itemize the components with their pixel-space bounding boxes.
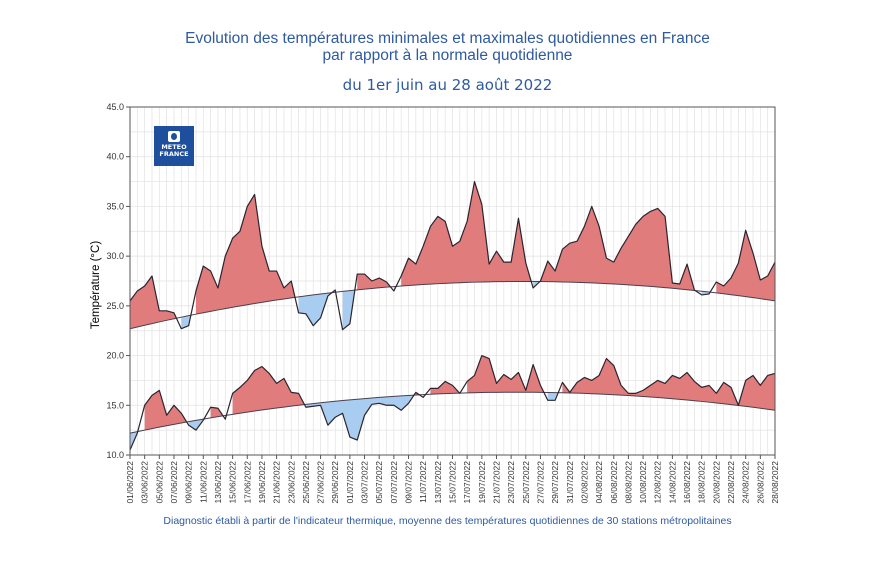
normal-max-line: [129, 280, 776, 330]
x-tick-label: 29/06/2022: [330, 461, 340, 504]
anomaly-area-above-normal: [540, 206, 696, 291]
x-tick-label: 23/06/2022: [286, 461, 296, 504]
meteo-france-emblem-icon: [168, 131, 180, 142]
x-tick-label: 29/07/2022: [550, 461, 560, 504]
x-tick-label: 09/07/2022: [404, 461, 414, 504]
anomaly-area-above-normal: [195, 194, 296, 315]
x-tick-label: 01/07/2022: [345, 461, 355, 504]
x-tick-label: 10/08/2022: [638, 461, 648, 504]
x-tick-label: 23/07/2022: [506, 461, 516, 504]
x-tick-label: 09/06/2022: [184, 461, 194, 504]
y-tick-label: 40.0: [106, 152, 124, 162]
x-tick-label: 19/06/2022: [257, 461, 267, 504]
anomaly-area-above-normal: [130, 276, 177, 329]
chart-title: Evolution des températures minimales et …: [0, 30, 895, 64]
x-tick-label: 11/06/2022: [198, 461, 208, 503]
anomaly-area-below-normal: [305, 395, 414, 441]
anomaly-area-above-normal: [144, 390, 187, 431]
logo-text-line-1: METEO: [161, 143, 187, 151]
x-tick-label: 21/07/2022: [491, 461, 501, 504]
x-tick-label: 14/08/2022: [667, 461, 677, 504]
x-tick-label: 18/08/2022: [697, 461, 707, 504]
y-tick-label: 20.0: [106, 351, 124, 361]
x-tick-label: 04/08/2022: [594, 461, 604, 504]
anomaly-area-below-normal: [298, 292, 332, 326]
x-tick-label: 25/06/2022: [301, 461, 311, 504]
x-tick-label: 27/06/2022: [316, 461, 326, 504]
anomaly-area-below-normal: [342, 290, 355, 330]
x-tick-label: 11/07/2022: [418, 461, 428, 503]
anomaly-area-above-normal: [357, 274, 391, 290]
y-tick-label: 35.0: [106, 201, 124, 211]
anomaly-area-above-normal: [401, 181, 532, 287]
x-tick-label: 19/07/2022: [477, 461, 487, 504]
x-tick-label: 16/08/2022: [682, 461, 692, 504]
chart-footnote: Diagnostic établi à partir de l'indicate…: [163, 515, 732, 527]
x-tick-label: 08/08/2022: [623, 461, 633, 504]
y-axis-label: Température (°C): [90, 241, 102, 329]
x-tick-label: 13/07/2022: [433, 461, 443, 504]
y-tick-label: 10.0: [106, 450, 124, 460]
y-tick-label: 45.0: [106, 102, 124, 112]
x-tick-label: 27/07/2022: [535, 461, 545, 504]
logo-text-line-2: FRANCE: [159, 150, 189, 158]
meteo-france-logo: METEO FRANCE: [154, 126, 194, 166]
x-tick-label: 03/07/2022: [360, 461, 370, 504]
y-tick-label: 30.0: [106, 251, 124, 261]
x-tick-label: 03/06/2022: [140, 461, 150, 504]
x-tick-label: 20/08/2022: [711, 461, 721, 504]
anomaly-area-above-normal: [232, 366, 305, 415]
x-tick-label: 24/08/2022: [741, 461, 751, 504]
x-tick-label: 26/08/2022: [755, 461, 765, 504]
x-tick-label: 31/07/2022: [565, 461, 575, 504]
x-tick-label: 21/06/2022: [272, 461, 282, 504]
normal-min-line: [129, 391, 776, 434]
anomaly-area-above-normal: [430, 381, 460, 395]
x-tick-label: 05/07/2022: [374, 461, 384, 504]
x-tick-label: 15/06/2022: [228, 461, 238, 504]
temperature-chart: 10.0 15.0 20.0 25.0 30.0 35.0 40.0 45.0 01/06/20…: [90, 102, 780, 504]
chart-title-line-2: par rapport à la normale quotidienne: [322, 47, 573, 64]
chart-title-line-1: Evolution des températures minimales et …: [185, 30, 710, 47]
x-tick-label: 12/08/2022: [653, 461, 663, 504]
x-tick-label: 28/08/2022: [770, 461, 780, 504]
x-tick-label: 25/07/2022: [521, 461, 531, 504]
x-tick-label: 13/06/2022: [213, 461, 223, 504]
x-tick-label: 15/07/2022: [448, 461, 458, 504]
x-tick-label: 17/06/2022: [242, 461, 252, 504]
x-tick-label: 06/08/2022: [609, 461, 619, 504]
anomaly-area-above-normal: [716, 230, 775, 301]
y-tick-label: 15.0: [106, 400, 124, 410]
x-tick-label: 01/06/2022: [125, 461, 135, 504]
x-tick-label: 17/07/2022: [462, 461, 472, 504]
observed-max-line: [129, 180, 776, 331]
y-tick-label: 25.0: [106, 301, 124, 311]
anomaly-area-above-normal: [210, 407, 224, 418]
x-tick-label: 22/08/2022: [726, 461, 736, 504]
x-tick-label: 07/06/2022: [169, 461, 179, 504]
anomaly-area-above-normal: [467, 355, 544, 393]
x-tick-label: 05/06/2022: [154, 461, 164, 504]
observed-min-line: [129, 354, 776, 451]
chart-subtitle: du 1er juin au 28 août 2022: [342, 76, 553, 94]
x-tick-label: 02/08/2022: [579, 461, 589, 504]
x-tick-label: 07/07/2022: [389, 461, 399, 504]
